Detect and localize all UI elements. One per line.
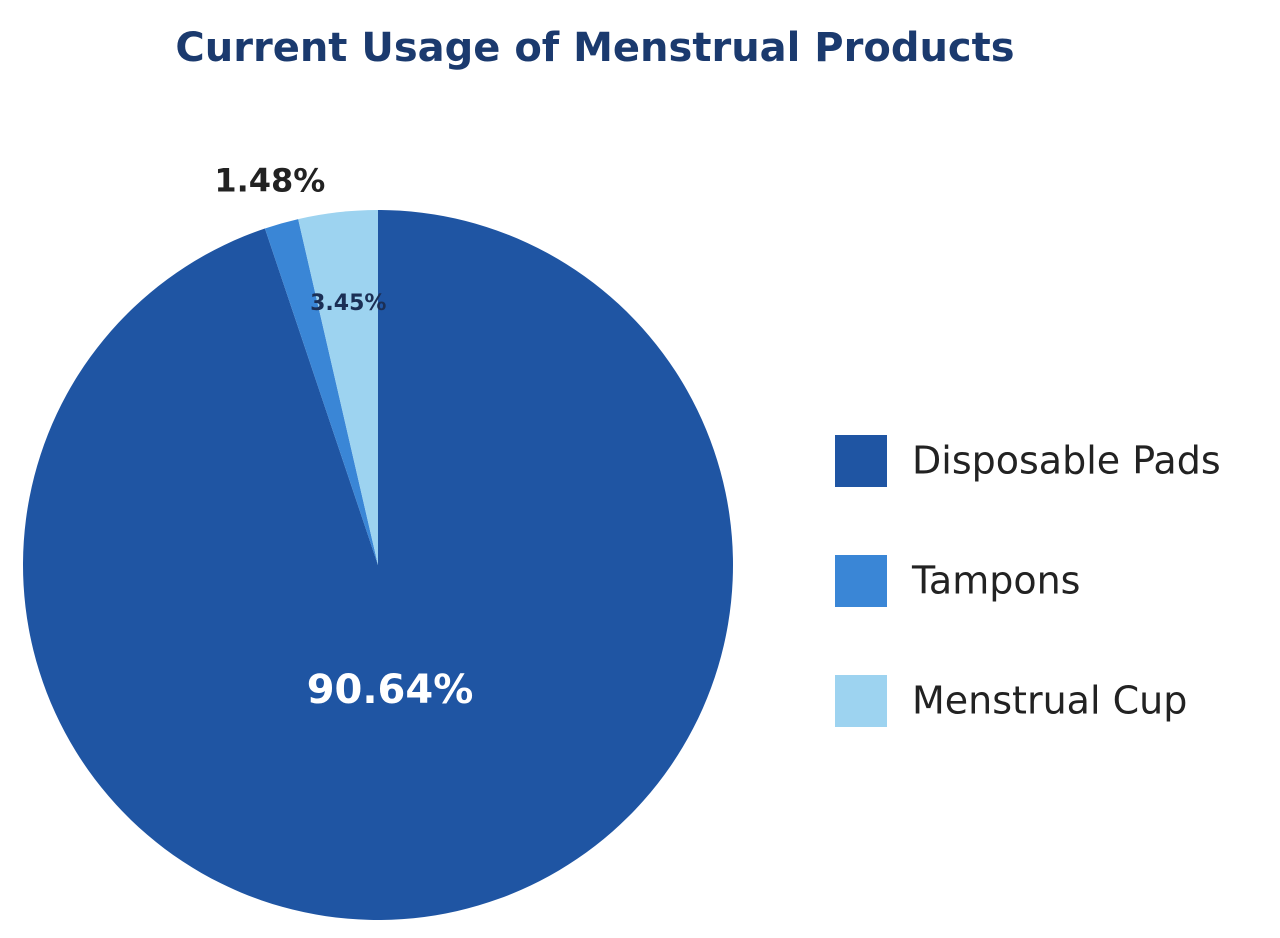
pie-slice [264,219,378,565]
legend-label: Disposable Pads [912,439,1221,483]
legend-swatch [835,555,887,607]
legend-swatch [835,675,887,727]
legend-swatch [835,435,887,487]
legend-label: Menstrual Cup [912,679,1187,723]
data-label: 3.45% [310,291,386,316]
data-label: 1.48% [214,161,325,199]
chart-title: Current Usage of Menstrual Products [175,25,1014,71]
legend-label: Tampons [911,559,1080,603]
data-label: 90.64% [307,667,474,713]
pie-slice [298,210,378,565]
